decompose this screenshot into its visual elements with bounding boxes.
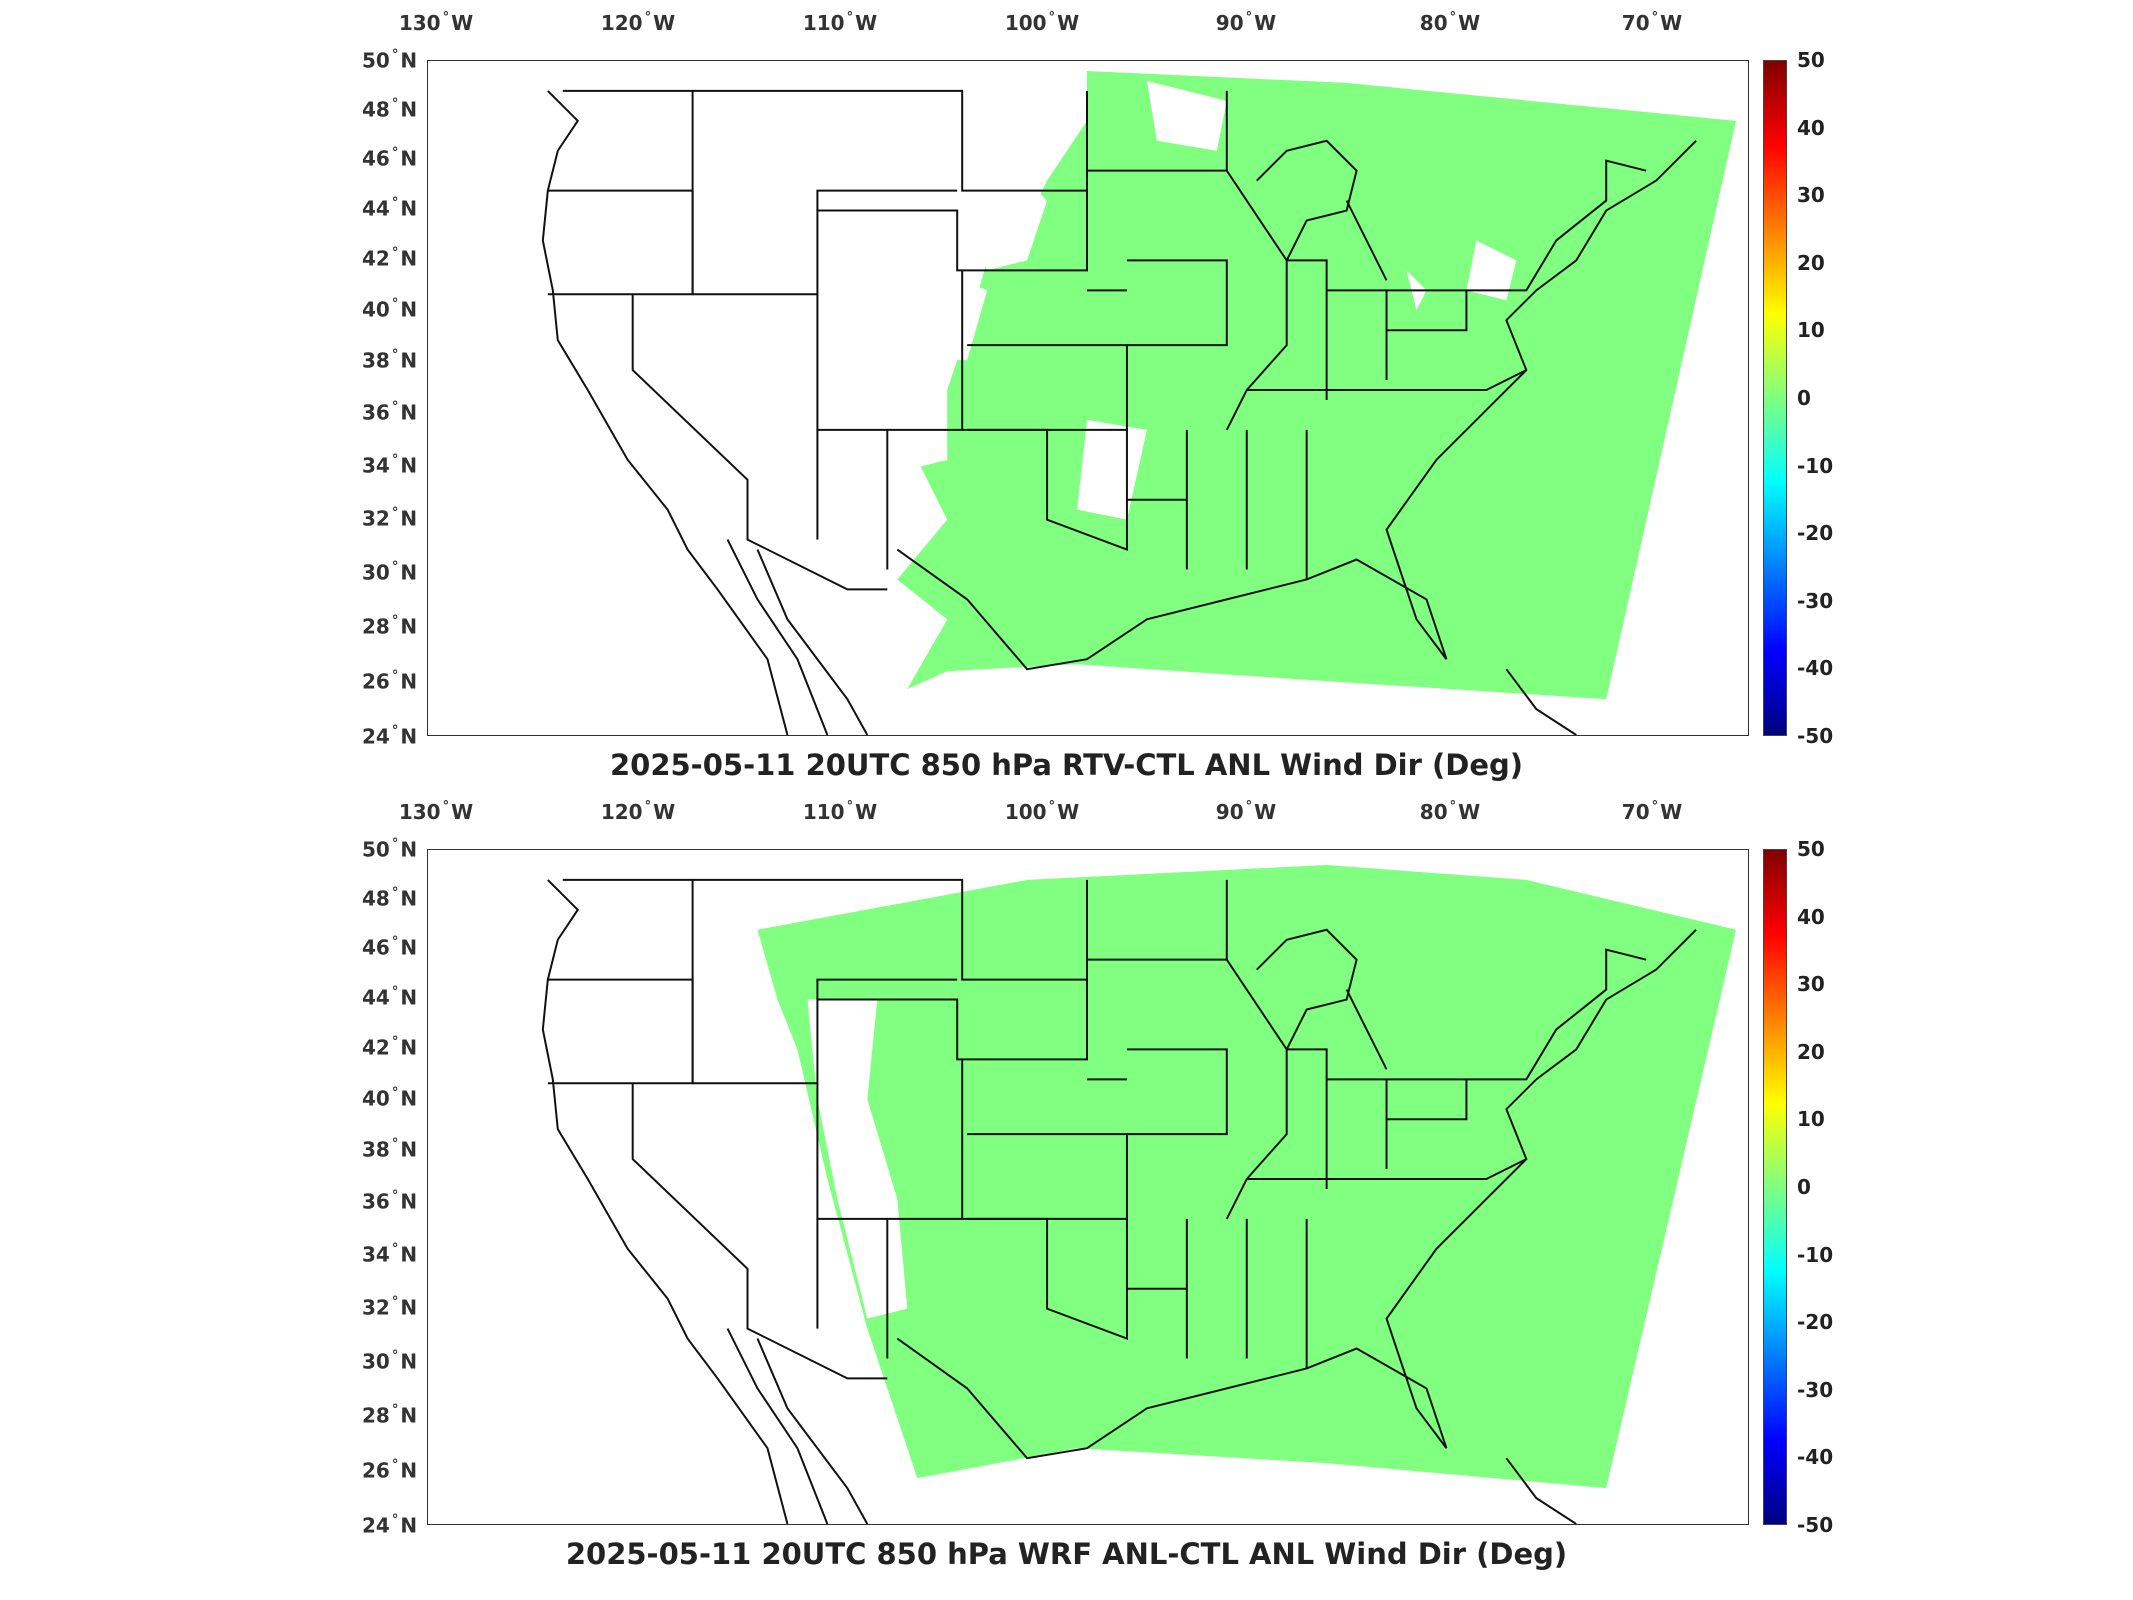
- longitude-label: 80 ° W: [1419, 799, 1481, 824]
- colorbar-tick-label: 10: [1797, 318, 1825, 343]
- latitude-label: 50 ° N: [362, 47, 418, 73]
- latitude-label: 28 ° N: [362, 1402, 418, 1428]
- latitude-label: 40 ° N: [362, 296, 418, 322]
- colorbar-tick-label: 30: [1797, 972, 1825, 997]
- latitude-label: 40 ° N: [362, 1085, 418, 1111]
- latitude-label: 24 ° N: [362, 723, 418, 749]
- colorbar-tick-label: -20: [1797, 1310, 1834, 1335]
- latitude-label: 34 ° N: [362, 1241, 418, 1267]
- longitude-label: 130 ° W: [398, 10, 474, 35]
- latitude-label: 48 ° N: [362, 885, 418, 911]
- colorbar-tick-label: -10: [1797, 453, 1834, 478]
- colorbar-tick-label: 20: [1797, 1039, 1825, 1064]
- longitude-label: 80 ° W: [1419, 10, 1481, 35]
- latitude-label: 38 ° N: [362, 347, 418, 373]
- longitude-label: 120 ° W: [600, 799, 676, 824]
- latitude-label: 50 ° N: [362, 836, 418, 862]
- latitude-label: 46 ° N: [362, 934, 418, 960]
- latitude-label: 30 ° N: [362, 559, 418, 585]
- state-boundaries: [541, 89, 1697, 735]
- colorbar-tick-label: 0: [1797, 1175, 1811, 1199]
- latitude-label: 30 ° N: [362, 1348, 418, 1374]
- colorbar-tick-label: -20: [1797, 521, 1834, 546]
- colorbar-tick-label: -50: [1797, 724, 1834, 748]
- latitude-label: 46 ° N: [362, 145, 418, 171]
- colorbar-tick-label: 30: [1797, 183, 1825, 208]
- latitude-label: 36 ° N: [362, 1188, 418, 1214]
- wind-dir-difference-field: [897, 70, 1737, 700]
- mexico-coast: [726, 539, 1577, 735]
- latitude-label: 38 ° N: [362, 1136, 418, 1162]
- map-svg: [541, 864, 1737, 1524]
- longitude-label: 70 ° W: [1621, 799, 1683, 824]
- longitude-label: 70 ° W: [1621, 10, 1683, 35]
- map-svg: [541, 70, 1737, 735]
- map-plot-area: [427, 849, 1749, 1525]
- latitude-label: 48 ° N: [362, 96, 418, 122]
- latitude-label: 42 ° N: [362, 245, 418, 271]
- longitude-label: 100 ° W: [1004, 799, 1080, 824]
- colorbar-tick-label: 10: [1797, 1107, 1825, 1132]
- colorbar-tick-label: 50: [1797, 48, 1825, 72]
- longitude-label: 120 ° W: [600, 10, 676, 35]
- latitude-label: 44 ° N: [362, 984, 418, 1010]
- colorbar-tick-label: -30: [1797, 588, 1834, 613]
- map-title: 2025-05-11 20UTC 850 hPa WRF ANL-CTL ANL…: [565, 1537, 1568, 1571]
- colorbar-tick-label: 0: [1797, 386, 1811, 410]
- colorbar-tick-label: -50: [1797, 1513, 1834, 1537]
- latitude-label: 26 ° N: [362, 1457, 418, 1483]
- colorbar-tick-label: 40: [1797, 904, 1825, 929]
- data-gaps: [807, 999, 908, 1319]
- longitude-label: 110 ° W: [802, 10, 878, 35]
- longitude-label: 100 ° W: [1004, 10, 1080, 35]
- colorbar-tick-label: -40: [1797, 1445, 1834, 1470]
- state-boundaries: [541, 878, 1697, 1524]
- latitude-label: 36 ° N: [362, 399, 418, 425]
- wind-dir-difference-field: [757, 864, 1737, 1489]
- colorbar: [1763, 849, 1787, 1525]
- longitude-label: 110 ° W: [802, 799, 878, 824]
- colorbar-tick-label: 40: [1797, 115, 1825, 140]
- latitude-label: 24 ° N: [362, 1512, 418, 1538]
- latitude-label: 28 ° N: [362, 613, 418, 639]
- map-plot-area: [427, 60, 1749, 736]
- longitude-label: 130 ° W: [398, 799, 474, 824]
- latitude-label: 32 ° N: [362, 505, 418, 531]
- colorbar-tick-label: 20: [1797, 250, 1825, 275]
- latitude-label: 32 ° N: [362, 1294, 418, 1320]
- colorbar: [1763, 60, 1787, 736]
- colorbar-tick-label: 50: [1797, 837, 1825, 861]
- map-title: 2025-05-11 20UTC 850 hPa RTV-CTL ANL Win…: [609, 748, 1524, 782]
- latitude-label: 34 ° N: [362, 452, 418, 478]
- latitude-label: 26 ° N: [362, 668, 418, 694]
- colorbar-tick-label: -30: [1797, 1377, 1834, 1402]
- longitude-label: 90 ° W: [1215, 799, 1277, 824]
- colorbar-tick-label: -40: [1797, 656, 1834, 681]
- longitude-label: 90 ° W: [1215, 10, 1277, 35]
- latitude-label: 44 ° N: [362, 195, 418, 221]
- mexico-coast: [726, 1328, 1577, 1524]
- colorbar-tick-label: -10: [1797, 1242, 1834, 1267]
- latitude-label: 42 ° N: [362, 1034, 418, 1060]
